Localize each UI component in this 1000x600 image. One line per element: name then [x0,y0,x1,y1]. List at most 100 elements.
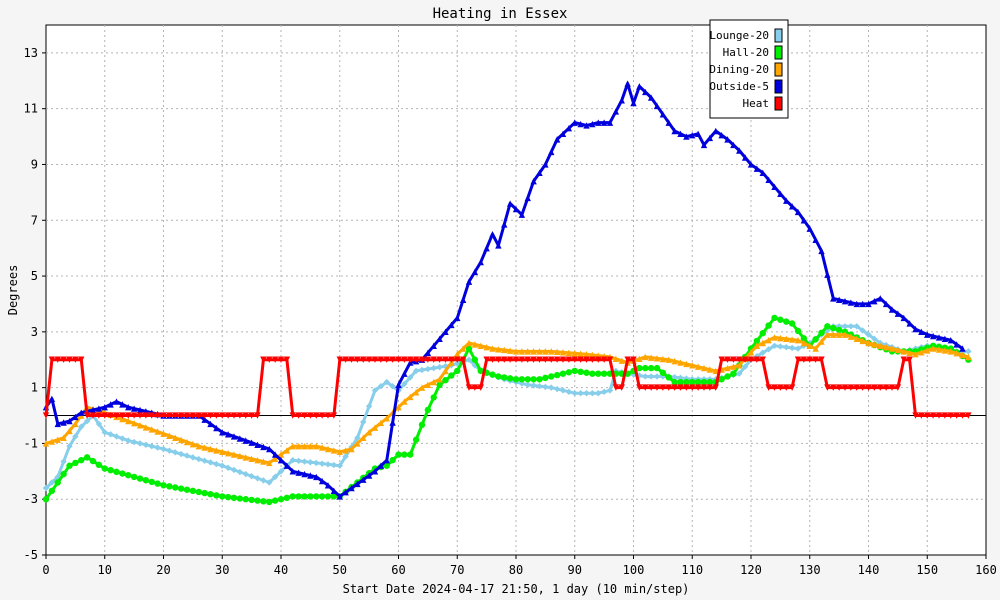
dining-20-point [642,353,649,361]
outside-5-point [753,165,761,172]
dining-20-point [694,363,702,370]
outside-5-point [894,310,902,317]
outside-5-point [765,176,772,184]
outside-5-point [125,403,132,411]
heat-point [559,356,567,363]
lounge-20-point [195,455,202,463]
y-tick-label: -3 [24,492,38,506]
lounge-20-point [172,449,179,456]
hall-20-point [154,480,161,487]
outside-5-point [788,203,796,210]
series-outside-5 [42,80,966,500]
hall-20-point [771,314,778,322]
lounge-20-point [600,388,608,396]
outside-5-point [72,413,79,421]
heat-point [618,384,625,391]
hall-20-point [160,482,167,489]
dining-20-point [248,455,255,462]
dining-20-point [213,447,220,454]
lounge-20-point [113,433,120,440]
heat-point [430,356,437,363]
outside-5-point [800,217,808,224]
lounge-20-point [260,477,267,484]
lounge-20-point [430,364,437,372]
dining-20-point [324,445,332,453]
hall-20-point [518,376,526,383]
heat-point [659,384,667,391]
hall-20-point [318,493,326,500]
hall-20-point [512,376,520,383]
dining-20-point [947,348,954,355]
heat-point [371,356,379,363]
heat-point [424,356,432,363]
legend-label-outside-5: Outside-5 [709,80,769,93]
heat-point [624,356,631,363]
heat-point [271,356,279,363]
lounge-20-point [207,459,214,466]
heat-point [589,356,596,363]
lounge-20-point [166,447,173,454]
lounge-20-point [759,349,766,356]
dining-20-point [847,333,855,340]
outside-5-point [642,88,649,96]
dining-20-point [66,427,73,435]
heat-point [536,356,543,363]
heat-point [918,412,925,419]
outside-5-point [119,401,126,408]
outside-5-point [589,120,596,128]
lounge-20-point [401,380,408,388]
lounge-20-point [142,441,150,449]
dining-20-point [313,443,320,450]
heat-point [683,384,690,391]
lounge-20-point [160,445,167,453]
x-tick-label: 10 [98,563,112,577]
outside-5-point [524,194,531,202]
lounge-20-point [119,435,126,442]
outside-5-point [242,437,249,444]
outside-5-point [577,120,584,128]
outside-5-point [277,456,285,464]
heat-point [894,384,902,391]
dining-20-point [277,451,285,458]
hall-20-point [389,456,396,464]
dining-20-point [183,438,191,446]
outside-5-point [712,127,719,135]
hall-20-point [130,473,138,481]
dining-20-point [618,357,625,364]
outside-5-point [201,416,208,423]
heat-point [83,412,91,419]
dining-20-point [783,335,790,343]
dining-20-point [771,334,778,341]
outside-5-point [677,130,684,137]
outside-5-point [853,300,860,308]
heat-point [647,384,655,391]
hall-20-point [142,477,150,484]
hall-20-point [395,451,402,458]
hall-20-point [647,364,655,372]
dining-20-point [148,426,155,433]
heat-point [489,356,496,363]
heat-point [694,384,702,391]
hall-20-point [242,496,249,503]
x-tick-label: 130 [799,563,821,577]
lounge-20-point [524,381,531,389]
hall-20-point [706,378,714,386]
hall-20-point [313,493,320,500]
dining-20-point [348,445,355,453]
lounge-20-point [383,378,390,386]
hall-20-point [600,370,608,377]
dining-20-point [559,349,567,356]
dining-20-point [918,349,925,356]
lounge-20-point [42,484,50,492]
heat-point [853,384,860,391]
outside-5-point [912,325,919,333]
heat-point [595,356,602,363]
dining-20-point [72,420,79,428]
outside-5-point [60,419,67,426]
hall-20-point [595,370,602,377]
outside-5-point [806,225,813,232]
lounge-20-point [536,383,543,390]
hall-20-point [683,378,690,386]
hall-20-point [530,376,537,383]
lounge-20-point [530,382,537,389]
